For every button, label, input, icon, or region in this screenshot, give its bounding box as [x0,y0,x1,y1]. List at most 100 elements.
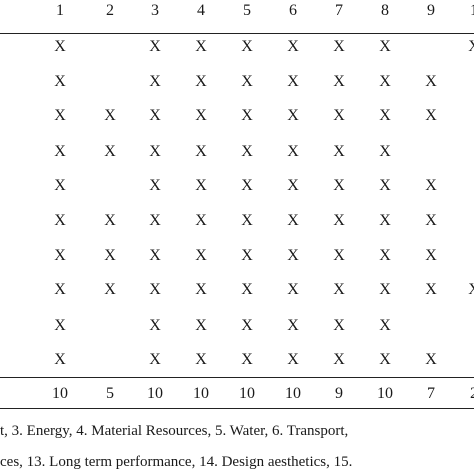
footnote-line-2: ces, 13. Long term performance, 14. Desi… [0,454,353,470]
table-cell: X [104,281,116,298]
table-cell: X [333,317,345,334]
column-header: 6 [289,2,297,19]
table-cell: X [195,212,207,229]
table-cell: X [149,143,161,160]
table-cell: X [333,38,345,55]
column-header: 1 [56,2,64,19]
table-cell: X [149,351,161,368]
table-cell: X [241,212,253,229]
total-cell: 7 [427,385,435,402]
table-cell: X [54,212,66,229]
table-cell: X [104,247,116,264]
total-cell: 10 [377,385,393,402]
footnote-line-1: t, 3. Energy, 4. Material Resources, 5. … [0,423,349,439]
column-header: 3 [151,2,159,19]
totals-bottom-rule [0,408,474,409]
table-cell: X [241,281,253,298]
table-cell: X [379,107,391,124]
column-header: 9 [427,2,435,19]
table-cell: X [379,143,391,160]
table-cell: X [379,73,391,90]
column-header: 2 [106,2,114,19]
table-cell: X [149,317,161,334]
table-cell: X [149,107,161,124]
table-cell: X [54,177,66,194]
column-header: 8 [381,2,389,19]
table-cell: X [425,281,437,298]
table-cell: X [195,351,207,368]
table-cell: X [287,177,299,194]
table-cell: X [149,38,161,55]
table-cell: X [149,177,161,194]
table-cell: X [287,281,299,298]
table-cell: X [149,73,161,90]
table-cell: X [379,247,391,264]
total-cell: 10 [239,385,255,402]
table-cell: X [195,143,207,160]
table-cell: X [333,247,345,264]
table-cell: X [379,351,391,368]
table-cell: X [54,317,66,334]
table-cell: X [333,107,345,124]
column-header: 7 [335,2,343,19]
table-cell: X [287,317,299,334]
table-cell: X [195,177,207,194]
total-cell: 2 [470,385,474,402]
table-cell: X [333,351,345,368]
total-cell: 10 [285,385,301,402]
table-cell: X [149,281,161,298]
table-cell: X [379,38,391,55]
table-cell: X [241,317,253,334]
table-cell: X [241,143,253,160]
table-cell: X [241,177,253,194]
table-cell: X [195,281,207,298]
table-cell: X [54,351,66,368]
table-cell: X [379,281,391,298]
table-cell: X [468,282,474,298]
table-cell: X [149,247,161,264]
table-cell: X [468,39,474,55]
header-rule [0,33,474,34]
table-cell: X [195,38,207,55]
table-cell: X [333,212,345,229]
table-cell: X [333,177,345,194]
table-cell: X [104,143,116,160]
table-cell: X [241,351,253,368]
table-cell: X [104,107,116,124]
table-cell: X [425,73,437,90]
table-cell: X [425,107,437,124]
table-cell: X [333,143,345,160]
total-cell: 5 [106,385,114,402]
table-cell: X [54,247,66,264]
table-cell: X [195,247,207,264]
table-cell: X [195,317,207,334]
table-cell: X [379,177,391,194]
table-cell: X [287,212,299,229]
table-cell: X [425,177,437,194]
table-cell: X [54,143,66,160]
table-cell: X [287,38,299,55]
table-cell: X [425,212,437,229]
table-cell: X [379,317,391,334]
column-header: 4 [197,2,205,19]
table-cell: X [104,212,116,229]
table-cell: X [287,351,299,368]
table-cell: X [241,38,253,55]
table-cell: X [54,281,66,298]
table-cell: X [379,212,391,229]
table-cell: X [241,73,253,90]
total-cell: 10 [52,385,68,402]
table-cell: X [287,247,299,264]
table-cell: X [149,212,161,229]
table-cell: X [425,351,437,368]
table-cell: X [54,107,66,124]
table-cell: X [54,73,66,90]
total-cell: 9 [335,385,343,402]
column-header: 5 [243,2,251,19]
table-cell: X [241,107,253,124]
totals-top-rule [0,377,474,378]
table-cell: X [54,38,66,55]
total-cell: 10 [193,385,209,402]
table-cell: X [287,73,299,90]
table-cell: X [425,247,437,264]
